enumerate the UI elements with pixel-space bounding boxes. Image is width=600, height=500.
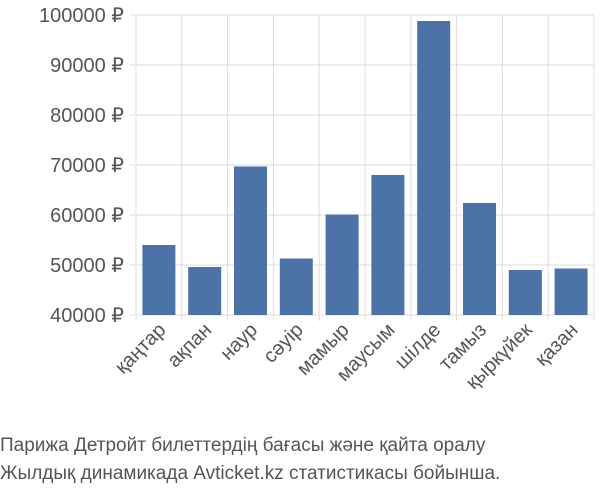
x-tick-label: ақпан (163, 319, 216, 372)
x-tick-label: наур (216, 319, 262, 365)
axes (130, 14, 136, 316)
bar (188, 267, 222, 315)
bar (142, 245, 176, 315)
bar-chart: 40000 ₽ 50000 ₽ 60000 ₽ 70000 ₽ 80000 ₽ 90000… (39, 5, 595, 394)
bar (463, 203, 496, 315)
caption-line-1: Парижа Детройт билеттердің бағасы және қ… (0, 435, 486, 456)
bar (325, 214, 359, 315)
chart-caption: Парижа Детройт билеттердің бағасы және қ… (0, 432, 600, 488)
bar (234, 166, 267, 315)
bar (508, 270, 542, 315)
y-tick-label: 50000 ₽ (50, 255, 124, 277)
y-tick-label: 70000 ₽ (50, 155, 124, 177)
y-tick-label: 40000 ₽ (50, 305, 124, 327)
bar (417, 21, 451, 315)
x-tick-label: шілде (391, 319, 445, 373)
caption-line-2: Жылдық динамикада Avticket.kz статистика… (0, 463, 501, 484)
y-tick-label: 60000 ₽ (50, 205, 124, 227)
x-tick-label: қазан (531, 319, 583, 371)
y-tick-labels: 40000 ₽ 50000 ₽ 60000 ₽ 70000 ₽ 80000 ₽ 90000… (39, 5, 124, 327)
bars (142, 21, 588, 315)
bar (279, 258, 313, 315)
x-tick-label: қаңтар (111, 319, 170, 378)
y-tick-label: 100000 ₽ (39, 5, 124, 27)
bar (371, 175, 405, 315)
y-tick-label: 90000 ₽ (50, 55, 124, 77)
grid-lines (135, 14, 595, 321)
bar (554, 268, 588, 315)
y-tick-label: 80000 ₽ (50, 105, 124, 127)
